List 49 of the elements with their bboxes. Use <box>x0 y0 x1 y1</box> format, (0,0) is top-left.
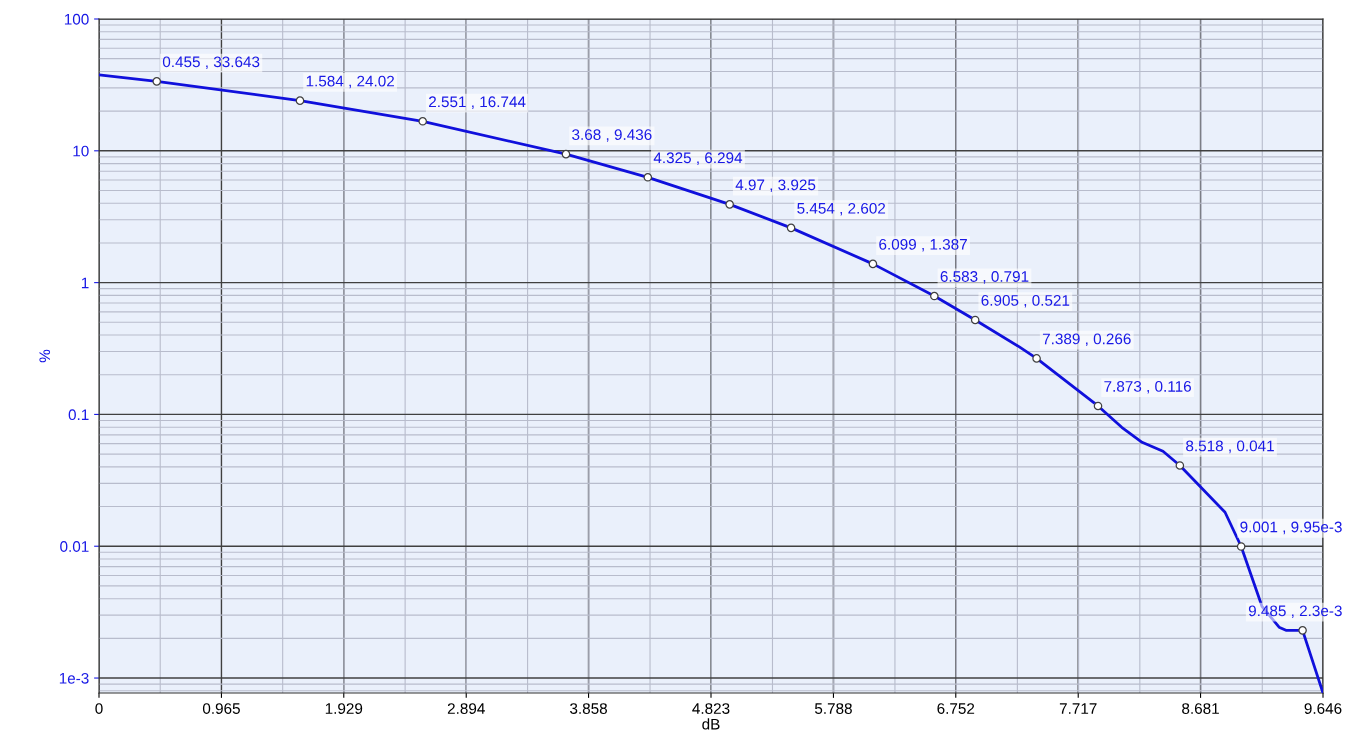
point <box>970 315 980 325</box>
data-label: 6.583 , 0.791 <box>940 271 1029 284</box>
point <box>643 173 653 182</box>
point <box>1093 401 1103 411</box>
data-label: 7.873 , 0.116 <box>1104 380 1191 394</box>
point <box>1236 542 1246 551</box>
x-tick-label: 1.929 <box>325 703 363 714</box>
point <box>786 223 796 233</box>
y-tick-label: 10 <box>73 145 89 157</box>
data-label: 4.325 , 6.294 <box>653 152 743 165</box>
point <box>868 259 878 269</box>
data-label: 9.485 , 2.3e-3 <box>1248 605 1342 619</box>
x-tick-label: 6.752 <box>937 703 975 714</box>
x-tick-label: 3.858 <box>570 703 607 714</box>
point <box>1175 461 1185 470</box>
data-label: 3.68 , 9.436 <box>572 129 652 142</box>
point <box>152 77 162 86</box>
data-label: 8.518 , 0.041 <box>1186 440 1274 454</box>
point <box>930 291 939 301</box>
data-label: 6.905 , 0.521 <box>981 294 1070 308</box>
y-tick-label: 1 <box>81 277 89 289</box>
point <box>1298 626 1307 635</box>
data-label: 9.001 , 9.95e-3 <box>1240 521 1342 535</box>
y-tick-label: 0.01 <box>60 541 89 552</box>
x-tick-label: 8.681 <box>1182 703 1219 714</box>
y-tick-label: 100 <box>64 13 89 25</box>
point <box>725 200 734 209</box>
x-tick-label: 9.646 <box>1304 703 1342 714</box>
x-tick-label: 0.965 <box>202 703 240 714</box>
y-axis-title: % <box>39 349 51 363</box>
y-tick-label: 1e-3 <box>59 672 89 684</box>
x-tick-label: 0 <box>95 703 103 714</box>
point <box>561 149 571 159</box>
x-tick-label: 4.823 <box>692 703 730 714</box>
x-tick-label: 5.788 <box>814 703 852 714</box>
data-label: 5.454 , 2.602 <box>797 202 886 216</box>
point <box>1032 354 1041 363</box>
y-tick-label: 0.1 <box>68 409 89 421</box>
point <box>418 117 428 126</box>
x-tick-label: 7.717 <box>1059 703 1097 714</box>
data-label: 1.584 , 24.02 <box>306 75 394 89</box>
x-tick-label: 2.894 <box>447 703 485 714</box>
data-label: 2.551 , 16.744 <box>429 96 526 109</box>
data-label: 6.099 , 1.387 <box>879 238 967 252</box>
data-label: 4.97 , 3.925 <box>735 179 816 193</box>
data-label: 0.455 , 33.643 <box>162 56 260 70</box>
x-axis-title: dB <box>702 718 720 730</box>
data-label: 7.389 , 0.266 <box>1042 333 1131 347</box>
point <box>295 96 305 105</box>
